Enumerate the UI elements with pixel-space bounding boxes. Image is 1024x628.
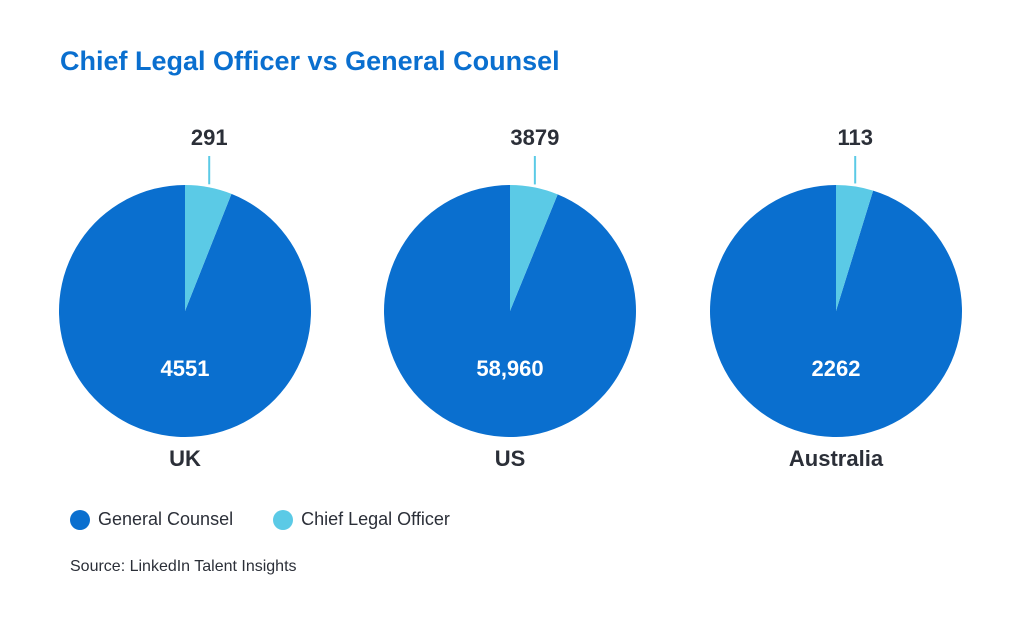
pie-slice-chief-legal-officer-us <box>510 185 558 311</box>
country-label-us: US <box>495 446 526 471</box>
legend-swatch-general-counsel <box>70 509 90 530</box>
pie-slice-chief-legal-officer-australia <box>836 185 874 311</box>
value-label-chief-legal-officer-uk: 291 <box>191 125 228 150</box>
pie-slice-general-counsel-uk <box>59 185 312 438</box>
pie-slice-chief-legal-officer-uk <box>185 185 232 311</box>
legend-item-chief-legal-officer: Chief Legal Officer <box>273 509 450 530</box>
legend-label-chief-legal-officer: Chief Legal Officer <box>301 509 450 529</box>
value-label-general-counsel-us: 58,960 <box>476 356 543 381</box>
value-label-general-counsel-uk: 4551 <box>161 356 210 381</box>
value-label-chief-legal-officer-australia: 113 <box>837 125 873 150</box>
source-note: Source: LinkedIn Talent Insights <box>70 558 297 575</box>
legend-item-general-counsel: General Counsel <box>70 509 233 530</box>
value-label-chief-legal-officer-us: 3879 <box>510 125 559 150</box>
country-label-uk: UK <box>169 446 201 471</box>
chart-title: Chief Legal Officer vs General Counsel <box>60 46 560 76</box>
pie-slice-general-counsel-australia <box>710 185 963 437</box>
pie-charts: 291 4551 UK 3879 58,960 US 113 2262 Australia <box>59 125 963 471</box>
legend-swatch-chief-legal-officer <box>273 509 294 530</box>
country-label-australia: Australia <box>789 446 884 471</box>
legend-label-general-counsel: General Counsel <box>98 509 234 529</box>
legend: General Counsel Chief Legal Officer <box>70 509 490 530</box>
value-label-general-counsel-australia: 2262 <box>812 356 861 381</box>
pie-slice-general-counsel-us <box>384 185 637 437</box>
